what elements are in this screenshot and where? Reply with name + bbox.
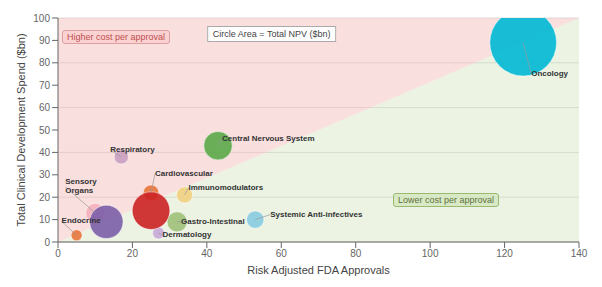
svg-text:40: 40 bbox=[39, 147, 51, 158]
svg-text:120: 120 bbox=[496, 248, 513, 259]
svg-text:40: 40 bbox=[201, 248, 213, 259]
svg-text:10: 10 bbox=[39, 214, 51, 225]
svg-text:20: 20 bbox=[127, 248, 139, 259]
svg-text:Total Clinical Development Spe: Total Clinical Development Spend ($bn) bbox=[15, 33, 27, 226]
svg-text:50: 50 bbox=[39, 125, 51, 136]
svg-text:60: 60 bbox=[276, 248, 288, 259]
svg-text:0: 0 bbox=[55, 248, 61, 259]
svg-text:100: 100 bbox=[422, 248, 439, 259]
svg-text:140: 140 bbox=[571, 248, 588, 259]
svg-text:60: 60 bbox=[39, 102, 51, 113]
svg-text:80: 80 bbox=[39, 57, 51, 68]
svg-text:Endocrine: Endocrine bbox=[62, 216, 102, 225]
html-text:Higher cost per approval: Higher cost per approval bbox=[67, 32, 166, 42]
svg-text:SensoryOrgans: SensoryOrgans bbox=[65, 177, 97, 195]
svg-text:Oncology: Oncology bbox=[531, 69, 568, 78]
svg-text:Respiratory: Respiratory bbox=[110, 145, 155, 154]
svg-text:Dermatology: Dermatology bbox=[162, 230, 211, 239]
svg-text:Gastro-Intestinal: Gastro-Intestinal bbox=[181, 217, 245, 226]
html-text:Circle Area = Total NPV ($bn): Circle Area = Total NPV ($bn) bbox=[212, 29, 331, 39]
svg-text:0: 0 bbox=[44, 237, 50, 248]
svg-text:Cardiovascular: Cardiovascular bbox=[155, 169, 213, 178]
html-text:Lower cost per approval: Lower cost per approval bbox=[398, 194, 495, 205]
svg-text:Risk Adjusted FDA Approvals: Risk Adjusted FDA Approvals bbox=[247, 264, 390, 276]
svg-text:Systemic Anti-infectives: Systemic Anti-infectives bbox=[270, 210, 363, 219]
svg-text:70: 70 bbox=[39, 80, 51, 91]
svg-text:20: 20 bbox=[39, 192, 51, 203]
svg-text:30: 30 bbox=[39, 169, 51, 180]
svg-text:100: 100 bbox=[33, 13, 50, 24]
svg-text:90: 90 bbox=[39, 35, 51, 46]
svg-text:Central Nervous System: Central Nervous System bbox=[222, 134, 314, 143]
svg-text:Immunomodulators: Immunomodulators bbox=[189, 183, 264, 192]
svg-text:80: 80 bbox=[350, 248, 362, 259]
